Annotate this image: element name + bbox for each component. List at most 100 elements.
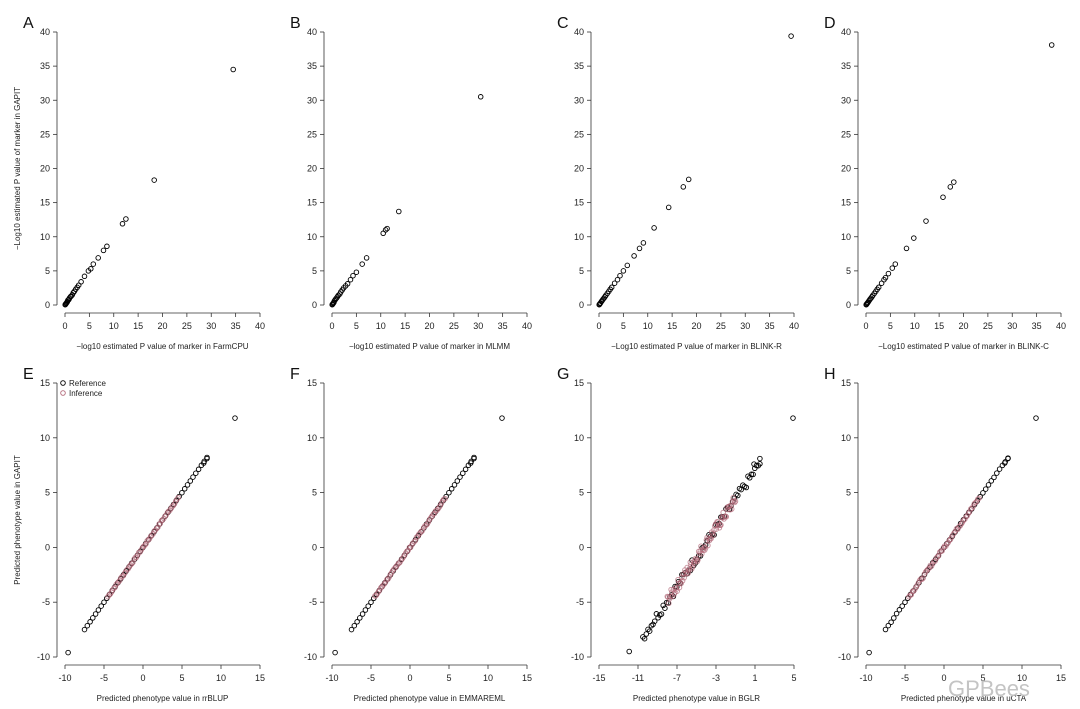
panel-label: G	[557, 366, 569, 383]
data-point	[411, 538, 417, 545]
data-point	[174, 496, 180, 503]
data-point	[665, 204, 672, 211]
data-point	[678, 580, 684, 587]
data-point	[115, 579, 122, 585]
data-point	[658, 611, 665, 617]
y-tick-label: 20	[574, 164, 584, 174]
x-tick-label: 40	[1056, 321, 1066, 331]
data-point	[1033, 415, 1039, 421]
data-point	[81, 626, 88, 633]
y-tick-label: 40	[574, 27, 584, 37]
y-tick-label: 30	[574, 95, 584, 105]
x-tick-label: 35	[231, 321, 241, 331]
data-point	[966, 509, 973, 515]
y-tick-label: 35	[307, 61, 317, 71]
y-tick-label: 5	[45, 488, 50, 498]
y-tick-label: 0	[579, 542, 584, 552]
data-point	[698, 543, 704, 549]
data-point	[748, 471, 755, 478]
data-point	[81, 273, 88, 280]
data-point	[477, 94, 484, 100]
y-tick-label: 35	[574, 61, 584, 71]
x-axis-label: −log10 estimated P value of marker in ML…	[349, 342, 510, 351]
y-tick-label: -5	[576, 597, 584, 607]
panel-d: D 0 5 10 15 20 25 30 35 40 0 5 10 15 20 25 30 35 40 −Log10 …	[824, 15, 1066, 351]
data-point	[98, 603, 104, 609]
data-point	[646, 628, 653, 634]
y-tick-label: 15	[841, 198, 851, 208]
data-point	[738, 486, 744, 493]
data-point	[626, 648, 632, 655]
data-point	[128, 561, 135, 567]
y-tick-label: 10	[841, 433, 851, 443]
data-point	[198, 462, 205, 469]
data-point	[412, 537, 419, 544]
x-tick-label: 1	[752, 673, 757, 683]
y-tick-label: 5	[846, 488, 851, 498]
panel-a: A 0 5 10 15 20 25 30 35 40 0 5 10 15 20 25 30 35 40 −log10 …	[13, 15, 265, 351]
data-point	[179, 489, 185, 496]
data-point	[84, 622, 91, 629]
x-tick-label: -15	[592, 673, 605, 683]
data-point	[888, 619, 894, 625]
data-point	[454, 478, 461, 484]
data-point	[347, 276, 354, 283]
data-point	[672, 585, 679, 591]
x-tick-label: 25	[716, 321, 726, 331]
x-tick-label: 0	[62, 321, 67, 331]
data-point	[728, 506, 735, 512]
x-tick-label: 0	[863, 321, 868, 331]
x-tick-label: 30	[1007, 321, 1017, 331]
y-tick-label: 30	[307, 95, 317, 105]
x-tick-label: 5	[791, 673, 796, 683]
data-point	[893, 610, 900, 617]
x-tick-label: 15	[667, 321, 677, 331]
x-tick-label: 0	[329, 321, 334, 331]
data-point	[95, 607, 102, 613]
y-tick-label: 25	[574, 129, 584, 139]
y-tick-label: 10	[574, 232, 584, 242]
panel-c: C 0 5 10 15 20 25 30 35 40 0 5 10 15 20 25 30 35 40 −Log10 …	[557, 15, 799, 351]
data-point	[951, 179, 957, 185]
y-tick-label: 40	[40, 27, 50, 37]
x-tick-label: 30	[206, 321, 216, 331]
series-markers	[62, 66, 236, 308]
y-tick-label: 10	[40, 232, 50, 242]
x-tick-label: 10	[910, 321, 920, 331]
y-tick-label: 40	[307, 27, 317, 37]
legend-label: Reference	[69, 379, 106, 388]
data-point	[648, 622, 655, 629]
data-point	[1002, 459, 1008, 465]
data-point	[718, 522, 724, 528]
x-tick-label: -5	[100, 673, 108, 683]
data-point	[451, 482, 458, 488]
x-tick-label: 20	[958, 321, 968, 331]
panel-label: E	[23, 366, 34, 383]
y-tick-label: 10	[307, 232, 317, 242]
data-point	[982, 486, 989, 492]
data-point	[655, 615, 661, 621]
data-point	[87, 619, 93, 625]
x-tick-label: 10	[483, 673, 493, 683]
data-point	[596, 301, 602, 308]
x-axis-label: −log10 estimated P value of marker in Fa…	[76, 342, 248, 351]
data-point	[617, 272, 623, 279]
data-point	[201, 458, 207, 465]
data-point	[153, 525, 160, 532]
y-tick-label: 15	[40, 378, 50, 388]
panel-label: A	[23, 15, 34, 32]
data-point	[620, 268, 627, 274]
data-point	[359, 261, 365, 267]
y-tick-label: 5	[45, 266, 50, 276]
series-inference	[664, 494, 739, 607]
data-point	[679, 574, 685, 581]
x-tick-label: 10	[216, 673, 226, 683]
data-point	[95, 255, 101, 261]
data-point	[732, 498, 739, 504]
y-tick-label: 0	[846, 300, 851, 310]
data-point	[418, 528, 425, 535]
data-point	[681, 575, 687, 581]
x-axis-label: Predicted phenotype value in BGLR	[633, 694, 760, 703]
y-tick-label: 10	[307, 433, 317, 443]
